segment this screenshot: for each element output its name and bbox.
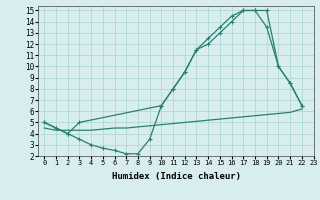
X-axis label: Humidex (Indice chaleur): Humidex (Indice chaleur) [111,172,241,181]
